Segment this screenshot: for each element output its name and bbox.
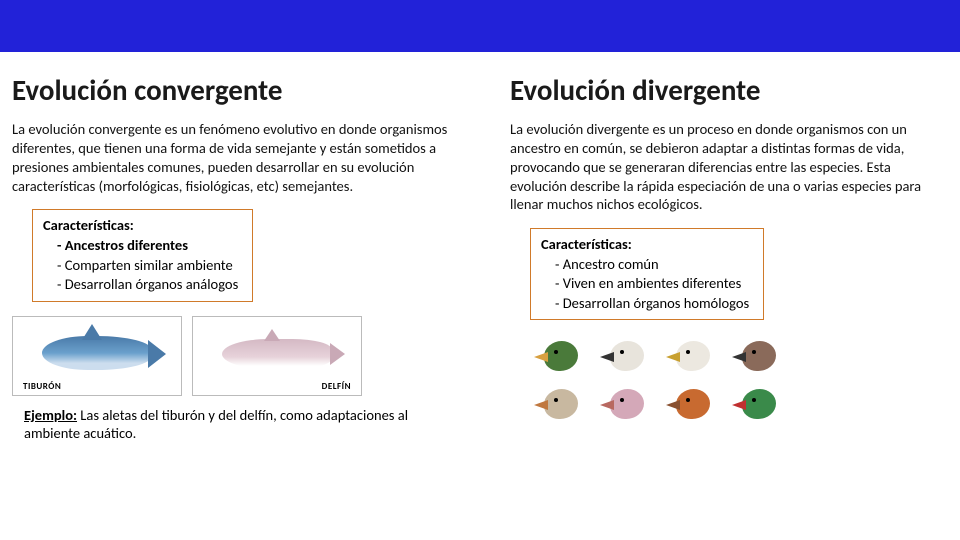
bird-head-icon [728,382,790,426]
right-char-item: - Desarrollan órganos homólogos [541,294,749,314]
content: Evolución convergente La evolución conve… [0,52,960,443]
right-char-item: - Ancestro común [541,255,749,275]
dolphin-image: DELFÍN [192,316,362,396]
bird-head-icon [728,334,790,378]
bird-head-icon [530,382,592,426]
top-banner [0,0,960,52]
left-title: Evolución convergente [12,72,450,108]
example-text: Las aletas del tiburón y del delfín, com… [24,406,408,443]
bird-head-icon [530,334,592,378]
left-description: La evolución convergente es un fenómeno … [12,120,450,195]
left-char-item: - Ancestros diferentes [43,236,238,256]
right-char-title: Características: [541,235,749,255]
right-char-item: - Viven en ambientes diferentes [541,274,749,294]
right-characteristics-box: Características: - Ancestro común - Vive… [530,228,764,320]
right-title: Evolución divergente [510,72,948,108]
shark-label: TIBURÓN [23,381,61,392]
bird-head-icon [662,382,724,426]
bird-head-icon [596,334,658,378]
dolphin-label: DELFÍN [322,381,351,392]
left-char-title: Características: [43,216,238,236]
bird-head-icon [596,382,658,426]
right-column: Evolución divergente La evolución diverg… [510,72,948,443]
dolphin-icon [222,339,332,369]
left-char-item: - Comparten similar ambiente [43,256,238,276]
left-image-row: TIBURÓN DELFÍN [12,316,450,396]
example-label: Ejemplo: [24,406,77,424]
right-description: La evolución divergente es un proceso en… [510,120,948,214]
shark-image: TIBURÓN [12,316,182,396]
birds-grid [530,334,948,426]
left-char-item: - Desarrollan órganos análogos [43,275,238,295]
left-characteristics-box: Características: - Ancestros diferentes … [32,209,253,301]
left-column: Evolución convergente La evolución conve… [12,72,450,443]
shark-icon [42,336,152,370]
bird-head-icon [662,334,724,378]
left-example: Ejemplo: Las aletas del tiburón y del de… [24,406,450,444]
